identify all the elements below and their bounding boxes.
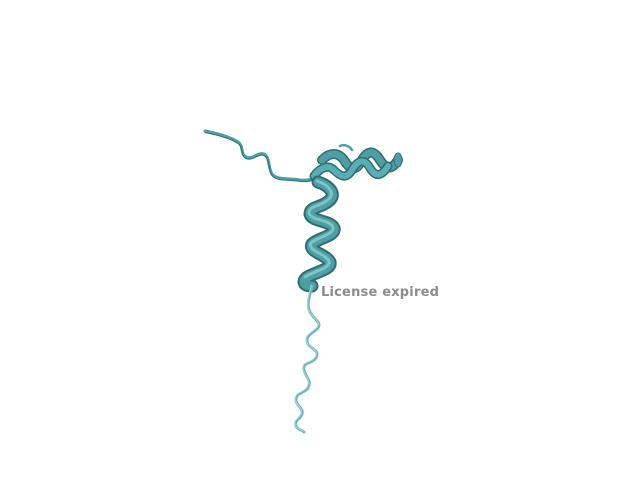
vertical-helix: [297, 175, 341, 293]
c-terminal-coil: [294, 284, 321, 434]
horizontal-helix: [309, 143, 403, 181]
n-terminal-coil: [203, 129, 324, 182]
license-watermark: License expired: [321, 285, 440, 300]
